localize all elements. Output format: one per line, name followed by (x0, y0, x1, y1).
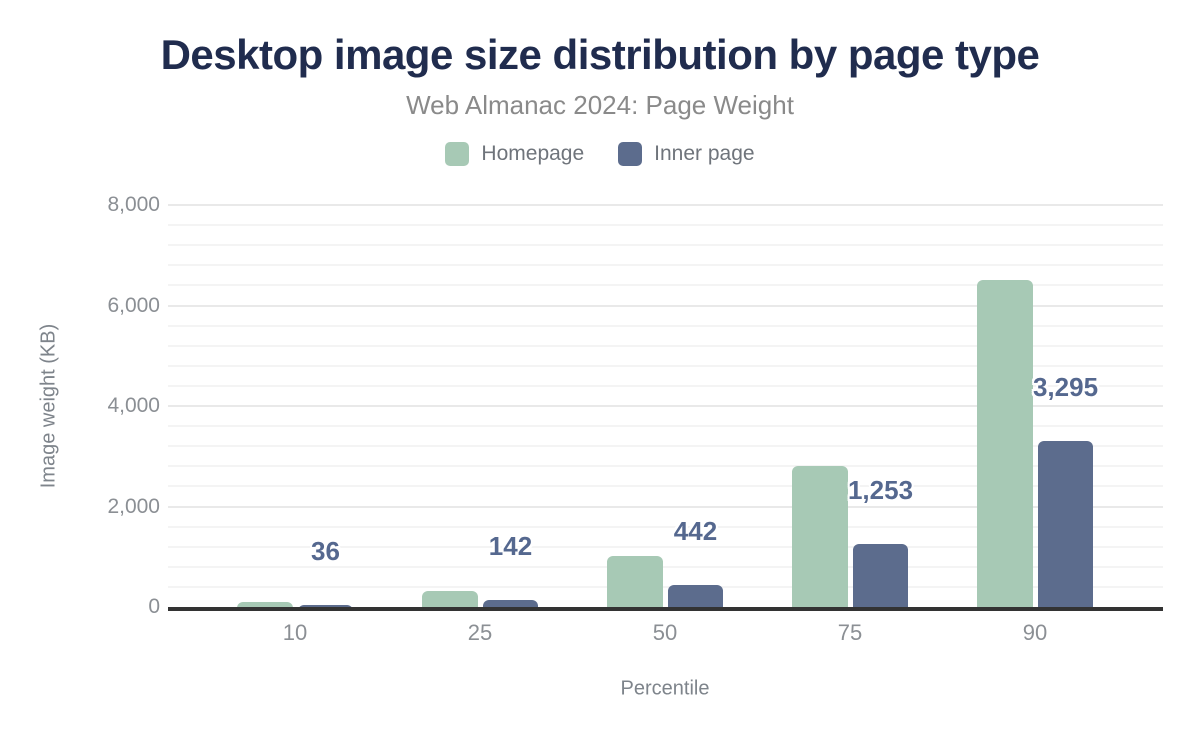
grid-line-minor (168, 465, 1163, 468)
grid-line-minor (168, 364, 1163, 367)
legend-item-homepage: Homepage (445, 142, 584, 166)
bar-value-label: 442 (673, 515, 718, 546)
grid-line-minor (168, 344, 1163, 347)
legend-swatch-icon (445, 142, 470, 166)
grid-line-major (168, 505, 1163, 508)
legend: Homepage Inner page (0, 142, 1200, 166)
x-tick-label: 25 (467, 620, 493, 645)
y-tick-label: 8,000 (107, 193, 160, 216)
grid-line-minor (168, 324, 1163, 327)
grid-line-minor (168, 384, 1163, 387)
bar-homepage (237, 602, 293, 611)
bar-homepage (422, 591, 478, 611)
y-tick-label: 0 (148, 595, 160, 618)
bar-homepage (792, 466, 848, 611)
bar-value-label: 142 (488, 530, 533, 561)
chart-title: Desktop image size distribution by page … (160, 31, 1040, 78)
grid-line-minor (168, 284, 1163, 287)
legend-item-inner-page: Inner page (618, 142, 755, 166)
grid-line-minor (168, 425, 1163, 428)
x-tick-label: 10 (282, 620, 308, 645)
legend-label: Inner page (654, 142, 755, 165)
bar-homepage (607, 555, 663, 611)
bar-value-label: 3,295 (1032, 372, 1099, 403)
x-tick-label: 50 (652, 620, 678, 645)
grid-line-minor (168, 485, 1163, 488)
x-axis-line (168, 607, 1163, 611)
bar-inner-page (668, 584, 723, 611)
bar-inner-page (483, 599, 538, 611)
grid-line-major (168, 405, 1163, 407)
x-tick-label: 90 (1022, 620, 1048, 645)
grid-line-minor (168, 545, 1163, 548)
bar-homepage (977, 280, 1033, 611)
legend-swatch-icon (618, 142, 643, 166)
y-tick-label: 4,000 (107, 394, 160, 417)
x-tick-label: 75 (837, 620, 863, 645)
bar-value-label: 1,253 (847, 475, 914, 506)
chart-subtitle: Web Almanac 2024: Page Weight (406, 90, 794, 120)
bar-inner-page (1038, 441, 1093, 611)
y-tick-label: 6,000 (107, 293, 160, 317)
y-tick-label: 2,000 (107, 494, 160, 518)
grid-line-minor (168, 445, 1163, 448)
grid-line-minor (168, 264, 1163, 267)
x-axis-title: Percentile (620, 677, 710, 700)
grid-line-minor (168, 565, 1163, 568)
bar-inner-page (853, 544, 908, 611)
grid-line-major (168, 304, 1163, 307)
grid-line-minor (168, 585, 1163, 588)
legend-label: Homepage (481, 142, 585, 165)
grid-line-major (168, 204, 1163, 206)
bar-value-label: 36 (311, 536, 340, 567)
grid-line-minor (168, 244, 1163, 247)
grid-line-minor (168, 525, 1163, 528)
grid-line-minor (168, 224, 1163, 227)
